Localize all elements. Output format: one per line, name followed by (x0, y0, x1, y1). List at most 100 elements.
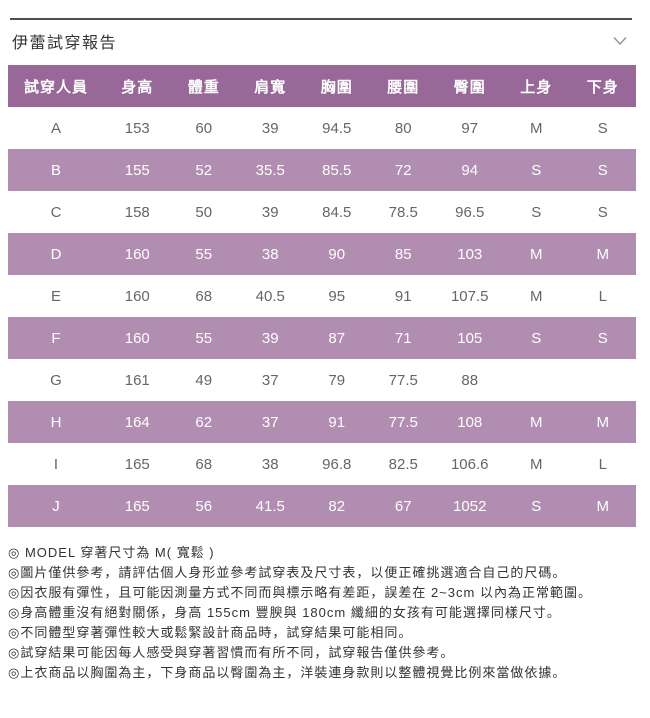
value-cell: 164 (124, 413, 150, 431)
chevron-down-icon[interactable] (612, 36, 628, 46)
value-cell: 55 (195, 329, 213, 347)
value-cell: 88 (461, 371, 479, 389)
note-item: ◎上衣商品以胸圍為主，下身商品以臀圍為主，洋裝連身款則以整體視覺比例來當做依據。 (8, 665, 567, 680)
value-cell: 39 (261, 203, 279, 221)
value-cell: S (597, 329, 608, 347)
value-cell: 158 (124, 203, 150, 221)
row-id-cell: D (50, 245, 62, 263)
value-cell: S (531, 329, 542, 347)
value-cell: 106.6 (450, 455, 489, 473)
table-row: J 165 56 41.5 82 67 1052 S M (8, 485, 636, 527)
value-cell: 62 (195, 413, 213, 431)
value-cell: 85.5 (322, 161, 352, 179)
value-cell: M (596, 497, 610, 515)
row-id-cell: E (50, 287, 61, 305)
row-id-cell: H (50, 413, 62, 431)
value-cell: 56 (195, 497, 213, 515)
value-cell: M (530, 413, 543, 431)
value-cell: M (530, 245, 543, 263)
value-cell: S (597, 161, 608, 179)
table-row: C 158 50 39 84.5 78.5 96.5 S S (8, 191, 636, 233)
value-cell: 55 (195, 245, 213, 263)
value-cell: 95 (328, 287, 346, 305)
value-cell: 107.5 (450, 287, 489, 305)
top-divider (10, 18, 632, 20)
note-item: ◎ MODEL 穿著尺寸為 M( 寬鬆 ) (8, 545, 215, 560)
row-id-cell: A (50, 119, 61, 137)
value-cell: M (530, 287, 543, 305)
value-cell: 77.5 (388, 413, 418, 431)
value-cell: 82 (328, 497, 346, 515)
section-header[interactable]: 伊蕾試穿報告 (0, 20, 650, 63)
value-cell: 39 (261, 329, 279, 347)
value-cell: 165 (124, 497, 150, 515)
value-cell: S (597, 119, 608, 137)
value-cell: 94.5 (322, 119, 352, 137)
value-cell: 153 (124, 119, 150, 137)
column-header: 上身 (520, 78, 553, 96)
value-cell: 67 (394, 497, 412, 515)
value-cell: 105 (457, 329, 483, 347)
value-cell: S (531, 161, 542, 179)
table-row: G 161 49 37 79 77.5 88 (8, 359, 636, 401)
value-cell: 78.5 (388, 203, 418, 221)
table-row: A 153 60 39 94.5 80 97 M S (8, 107, 636, 149)
column-header: 下身 (586, 78, 619, 96)
column-header: 試穿人員 (23, 78, 88, 96)
value-cell: 35.5 (255, 161, 285, 179)
value-cell: 85 (394, 245, 412, 263)
row-id-cell: B (50, 161, 61, 179)
column-header: 臀圍 (453, 78, 486, 96)
value-cell: 108 (457, 413, 483, 431)
value-cell: S (531, 203, 542, 221)
table-row: I 165 68 38 96.8 82.5 106.6 M L (8, 443, 636, 485)
value-cell: 52 (195, 161, 213, 179)
value-cell: 96.8 (322, 455, 352, 473)
note-item: ◎身高體重沒有絕對關係，身高 155cm 豐腴與 180cm 纖細的女孩有可能選… (8, 605, 561, 620)
value-cell: 37 (261, 413, 279, 431)
value-cell: 161 (124, 371, 150, 389)
value-cell: 38 (261, 245, 279, 263)
value-cell: 60 (195, 119, 213, 137)
value-cell: 39 (261, 119, 279, 137)
page-title: 伊蕾試穿報告 (12, 35, 118, 52)
column-header: 腰圍 (387, 78, 420, 96)
value-cell: 160 (124, 245, 150, 263)
value-cell: 49 (195, 371, 213, 389)
note-item: ◎圖片僅供參考，請評估個人身形並參考試穿表及尺寸表，以便正確挑選適合自己的尺碼。 (8, 565, 567, 580)
value-cell: 37 (261, 371, 279, 389)
value-cell: 1052 (453, 497, 487, 515)
value-cell: 68 (195, 455, 213, 473)
value-cell: 41.5 (255, 497, 285, 515)
value-cell: 87 (328, 329, 346, 347)
value-cell: M (596, 245, 610, 263)
column-header: 肩寬 (254, 78, 287, 96)
table-row: E 160 68 40.5 95 91 107.5 M L (8, 275, 636, 317)
row-id-cell: F (51, 329, 61, 347)
value-cell: 72 (394, 161, 412, 179)
value-cell: S (531, 497, 542, 515)
fitting-report-panel: 伊蕾試穿報告 試穿人員 身高 體重 肩寬 胸圍 腰圍 臀圍 上身 下身 A 153 60 39 94.5 8… (0, 18, 650, 683)
value-cell: L (598, 287, 607, 305)
value-cell: M (596, 413, 610, 431)
table-row: F 160 55 39 87 71 105 S S (8, 317, 636, 359)
value-cell: 50 (195, 203, 213, 221)
row-id-cell: G (50, 371, 62, 389)
value-cell: 96.5 (455, 203, 485, 221)
value-cell: 79 (328, 371, 346, 389)
value-cell: M (530, 455, 543, 473)
value-cell: 71 (394, 329, 412, 347)
row-id-cell: C (50, 203, 62, 221)
table-row: B 155 52 35.5 85.5 72 94 S S (8, 149, 636, 191)
table-header-row: 試穿人員 身高 體重 肩寬 胸圍 腰圍 臀圍 上身 下身 (8, 65, 636, 107)
value-cell: S (597, 203, 608, 221)
table-row: D 160 55 38 90 85 103 M M (8, 233, 636, 275)
value-cell: 91 (328, 413, 346, 431)
column-header: 身高 (121, 78, 154, 96)
value-cell: 82.5 (388, 455, 418, 473)
note-item: ◎因衣服有彈性，且可能因測量方式不同而與標示略有差距，誤差在 2~3cm 以內為… (8, 585, 592, 600)
column-header: 胸圍 (320, 78, 353, 96)
value-cell: 68 (195, 287, 213, 305)
value-cell: 91 (394, 287, 412, 305)
value-cell: 77.5 (388, 371, 418, 389)
